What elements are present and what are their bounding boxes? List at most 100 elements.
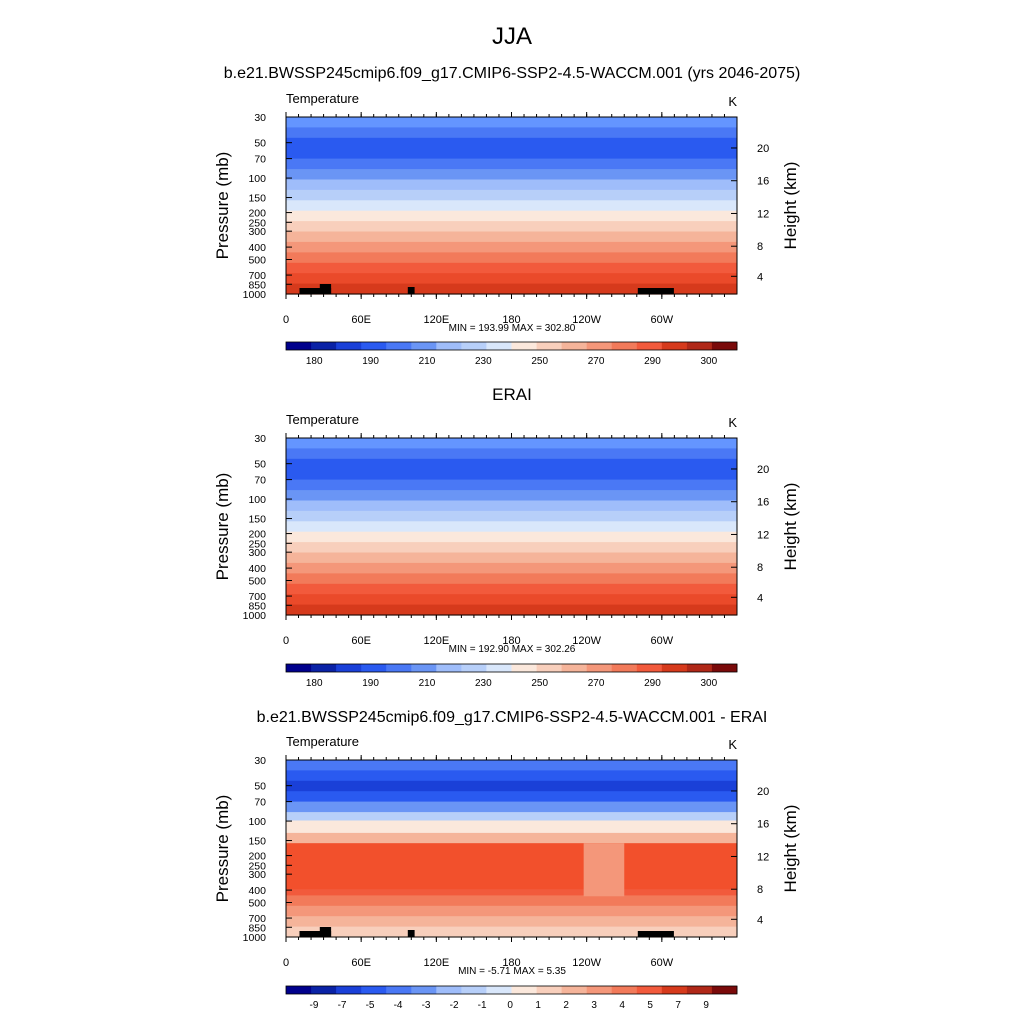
colorbar-swatch <box>636 664 663 672</box>
colorbar-swatch <box>436 664 462 672</box>
y-tick-label: 70 <box>254 797 266 809</box>
colorbar-swatch <box>461 342 487 350</box>
x-tick-label: 120E <box>423 314 449 326</box>
colorbar-swatch <box>286 342 312 350</box>
colorbar-swatch <box>711 664 738 672</box>
contour-band <box>286 200 737 212</box>
colorbar-label: 210 <box>419 678 436 689</box>
contour-band <box>286 148 737 160</box>
contour-band <box>286 542 737 554</box>
contour-band <box>286 562 737 574</box>
y-tick-label: 50 <box>254 138 266 150</box>
variable-label: Temperature <box>286 412 359 427</box>
y-tick-label: 1000 <box>243 289 267 301</box>
colorbar-label: 190 <box>362 356 379 367</box>
colorbar-swatch <box>536 664 563 672</box>
x-tick-label: 60E <box>351 314 371 326</box>
contour-band <box>286 812 737 824</box>
colorbar-label: -3 <box>422 1000 431 1011</box>
y2-tick-label: 16 <box>757 497 769 509</box>
colorbar-swatch <box>336 342 362 350</box>
colorbar-swatch <box>511 664 537 672</box>
min-max-stats: MIN = 192.90 MAX = 302.26 <box>449 644 576 655</box>
contour-band <box>286 510 737 522</box>
contour-band <box>286 137 737 149</box>
panel-title: ERAI <box>492 385 532 404</box>
y-tick-label: 500 <box>248 254 266 266</box>
y-tick-label: 850 <box>248 279 266 291</box>
colorbar-swatch <box>611 342 638 350</box>
colorbar-swatch <box>536 986 563 994</box>
topography <box>299 931 332 937</box>
topography <box>637 288 674 294</box>
colorbar-swatch <box>636 342 663 350</box>
colorbar-swatch <box>486 986 512 994</box>
colorbar-swatch <box>361 664 387 672</box>
y2-tick-label: 16 <box>757 819 769 831</box>
contour-band <box>286 158 737 170</box>
colorbar-swatch <box>286 664 312 672</box>
panel-title: b.e21.BWSSP245cmip6.f09_g17.CMIP6-SSP2-4… <box>224 65 801 82</box>
colorbar-label: 270 <box>588 678 605 689</box>
colorbar-label: 250 <box>531 356 548 367</box>
y-tick-label: 1000 <box>243 932 267 944</box>
colorbar-swatch <box>711 986 738 994</box>
contour-band <box>286 832 737 844</box>
units-label: K <box>728 415 737 430</box>
colorbar-swatch <box>661 342 688 350</box>
colorbar-swatch <box>386 342 412 350</box>
contour-band <box>286 770 737 782</box>
contour-band <box>286 905 737 917</box>
contour-band <box>583 843 625 897</box>
y-tick-label: 250 <box>248 538 266 550</box>
y-tick-label: 700 <box>248 270 266 282</box>
x-tick-label: 180 <box>502 957 520 969</box>
x-tick-label: 180 <box>502 314 520 326</box>
colorbar-label: 1 <box>535 1000 541 1011</box>
colorbar-label: -9 <box>310 1000 319 1011</box>
x-tick-label: 60E <box>351 957 371 969</box>
min-max-stats: MIN = 193.99 MAX = 302.80 <box>449 323 576 334</box>
y-tick-label: 150 <box>248 514 266 526</box>
x-tick-label: 60W <box>651 957 674 969</box>
colorbar-label: -7 <box>338 1000 347 1011</box>
colorbar-swatch <box>511 986 537 994</box>
figure-title: JJA <box>492 23 532 50</box>
y2-axis-title: Height (km) <box>781 483 800 571</box>
y2-tick-label: 12 <box>757 208 769 220</box>
colorbar-swatch <box>661 664 688 672</box>
colorbar-swatch <box>461 664 487 672</box>
y-tick-label: 700 <box>248 913 266 925</box>
y-tick-label: 100 <box>248 173 266 185</box>
y2-tick-label: 4 <box>757 271 763 283</box>
y-tick-label: 1000 <box>243 610 267 622</box>
y-tick-label: 400 <box>248 563 266 575</box>
y-tick-label: 30 <box>254 755 266 767</box>
y-tick-label: 700 <box>248 591 266 603</box>
colorbar-label: 0 <box>507 1000 513 1011</box>
min-max-stats: MIN = -5.71 MAX = 5.35 <box>458 966 566 977</box>
colorbar-swatch <box>561 664 588 672</box>
y-axis-title: Pressure (mb) <box>213 795 232 903</box>
colorbar-swatch <box>486 342 512 350</box>
topography <box>407 287 415 294</box>
y2-tick-label: 16 <box>757 176 769 188</box>
colorbar-swatch <box>611 664 638 672</box>
colorbar-label: -2 <box>450 1000 459 1011</box>
y-tick-label: 50 <box>254 459 266 471</box>
colorbar-swatch <box>386 664 412 672</box>
y-axis-title: Pressure (mb) <box>213 473 232 581</box>
y-tick-label: 200 <box>248 208 266 220</box>
y2-tick-label: 20 <box>757 464 769 476</box>
y-tick-label: 100 <box>248 494 266 506</box>
contour-band <box>286 594 737 606</box>
x-tick-label: 0 <box>283 314 289 326</box>
contour-band <box>286 479 737 491</box>
colorbar-swatch <box>361 986 387 994</box>
contour-band <box>286 926 737 938</box>
contour-band <box>286 760 737 771</box>
colorbar-label: 3 <box>591 1000 597 1011</box>
contour-band <box>286 780 737 792</box>
colorbar-label: 9 <box>703 1000 709 1011</box>
y2-tick-label: 20 <box>757 786 769 798</box>
